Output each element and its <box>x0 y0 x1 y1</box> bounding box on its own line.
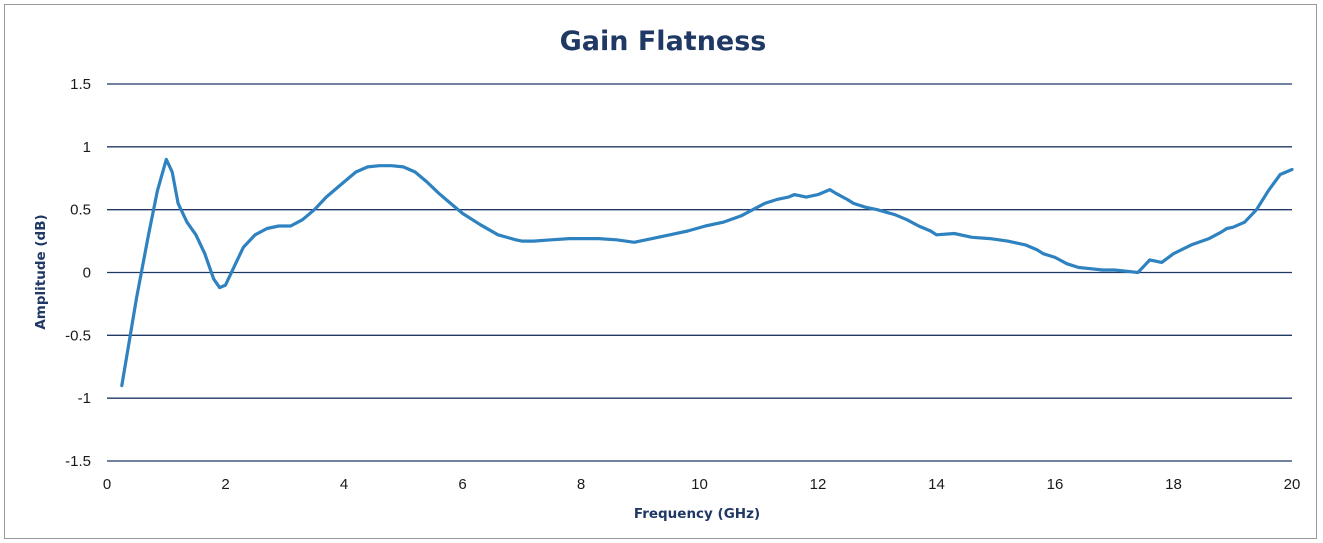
y-axis-label: Amplitude (dB) <box>33 214 49 329</box>
y-tick-label: -1 <box>78 390 91 407</box>
y-tick-label: 0.5 <box>70 202 91 219</box>
y-tick-label: -0.5 <box>65 327 91 344</box>
x-axis-label: Frequency (GHz) <box>634 506 760 522</box>
x-tick-label: 4 <box>340 476 348 493</box>
y-tick-label: 1 <box>83 139 91 156</box>
x-tick-label: 12 <box>810 476 827 493</box>
gridlines <box>107 83 1292 462</box>
y-tick-labels: 1.5 1 0.5 0 -0.5 -1 -1.5 <box>65 76 91 470</box>
x-tick-label: 2 <box>221 476 229 493</box>
x-tick-label: 18 <box>1165 476 1182 493</box>
x-tick-label: 20 <box>1284 476 1301 493</box>
chart-title: Gain Flatness <box>560 26 767 57</box>
chart-frame <box>4 4 1317 539</box>
y-tick-label: 1.5 <box>70 76 91 93</box>
x-tick-label: 14 <box>928 476 945 493</box>
series-line <box>120 157 1294 388</box>
x-tick-label: 16 <box>1047 476 1064 493</box>
x-tick-label: 10 <box>691 476 708 493</box>
x-tick-label: 8 <box>577 476 585 493</box>
x-tick-labels: 0 2 4 6 8 10 12 14 16 18 20 <box>103 476 1301 493</box>
x-tick-label: 0 <box>103 476 111 493</box>
y-tick-label: 0 <box>83 265 91 282</box>
x-tick-label: 6 <box>458 476 466 493</box>
y-tick-label: -1.5 <box>65 453 91 470</box>
